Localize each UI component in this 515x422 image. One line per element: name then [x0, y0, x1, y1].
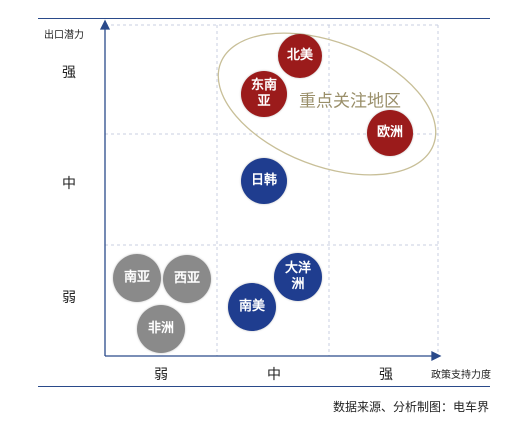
bubble-label: 非洲: [147, 320, 174, 336]
bubble-label: 北美: [286, 47, 313, 63]
source-note: 数据来源、分析制图：电车界: [332, 400, 489, 414]
bubble-west-asia: 西亚: [163, 255, 211, 303]
top-rule: [38, 18, 490, 19]
bubble-label: 南亚: [123, 269, 150, 285]
bubble-japan-korea: 日韩: [241, 158, 287, 204]
bubble-label: 欧洲: [376, 124, 403, 140]
bubble-south-america: 南美: [228, 283, 276, 331]
x-axis-arrow: [431, 350, 442, 362]
y-axis-title: 出口潜力: [44, 30, 84, 41]
y-tick-weak: 弱: [62, 290, 76, 306]
y-axis-arrow: [99, 19, 111, 30]
bubble-label: 大洋洲: [284, 260, 311, 292]
x-tick-weak: 弱: [154, 367, 168, 383]
y-tick-strong: 强: [62, 65, 76, 81]
bubble-label: 东南亚: [250, 77, 277, 109]
bubble-south-asia: 南亚: [113, 254, 161, 302]
bubble-europe: 欧洲: [367, 110, 413, 156]
focus-region-label: 重点关注地区: [299, 91, 401, 112]
x-tick-strong: 强: [379, 367, 393, 383]
bubble-africa: 非洲: [137, 305, 185, 353]
focus-region-ellipse: [217, 32, 437, 176]
bubble-label: 南美: [238, 298, 265, 314]
bubble-label: 日韩: [250, 172, 277, 188]
y-tick-medium: 中: [62, 176, 76, 192]
x-axis-title: 政策支持力度: [431, 370, 491, 381]
bubble-oceania: 大洋洲: [274, 253, 322, 301]
bubble-label: 西亚: [173, 270, 200, 286]
bubble-southeast-asia: 东南亚: [241, 71, 287, 117]
bubble-north-america: 北美: [278, 34, 322, 78]
bottom-rule: [38, 386, 490, 387]
x-tick-medium: 中: [267, 367, 281, 383]
